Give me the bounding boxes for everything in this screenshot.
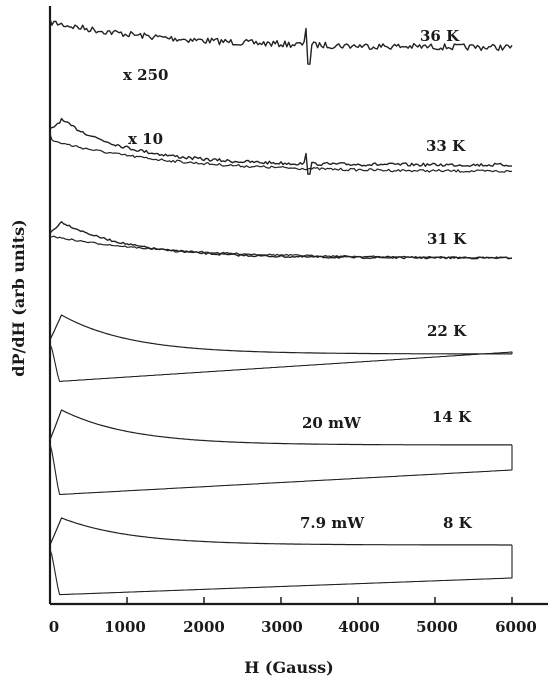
series-31-k-lower xyxy=(49,235,513,259)
series-36-k-upper xyxy=(49,18,513,65)
annotation-x10: x 10 xyxy=(128,130,163,148)
x-tick-label: 4000 xyxy=(338,618,380,636)
x-tick-labels: 0 1000 2000 3000 4000 5000 6000 xyxy=(49,618,537,636)
series-14-k-lower xyxy=(49,443,513,496)
x-tick-label: 2000 xyxy=(183,618,225,636)
y-axis-label: dP/dH (arb units) xyxy=(9,219,28,376)
series-label-14k: 14 K xyxy=(432,408,472,426)
series-22-k-upper xyxy=(49,314,512,355)
x-tick-label: 6000 xyxy=(495,618,537,636)
series-label-31k: 31 K xyxy=(427,230,467,248)
series-label-36k: 36 K xyxy=(420,27,460,45)
series-label-33k: 33 K xyxy=(426,137,466,155)
series-33-k-lower xyxy=(49,133,513,173)
curves xyxy=(49,18,513,596)
x-tick-label: 1000 xyxy=(104,618,146,636)
series-label-22k: 22 K xyxy=(427,322,467,340)
series-8-k-upper xyxy=(49,517,512,546)
annotation-x250: x 250 xyxy=(123,66,168,84)
x-tick-marks xyxy=(49,597,513,604)
series-label-8k: 8 K xyxy=(443,514,473,532)
x-tick-label: 5000 xyxy=(416,618,458,636)
series-33-k-upper xyxy=(49,117,513,175)
x-axis-label: H (Gauss) xyxy=(244,658,334,677)
series-14-k-upper xyxy=(49,409,512,446)
x-tick-label: 0 xyxy=(49,618,59,636)
series-8-k-lower xyxy=(49,545,513,596)
series-22-k-lower xyxy=(49,343,513,382)
series-31-k-upper xyxy=(49,221,513,260)
x-tick-label: 3000 xyxy=(261,618,303,636)
annotation-20mw: 20 mW xyxy=(302,414,362,432)
annotation-7-9mw: 7.9 mW xyxy=(300,514,365,532)
